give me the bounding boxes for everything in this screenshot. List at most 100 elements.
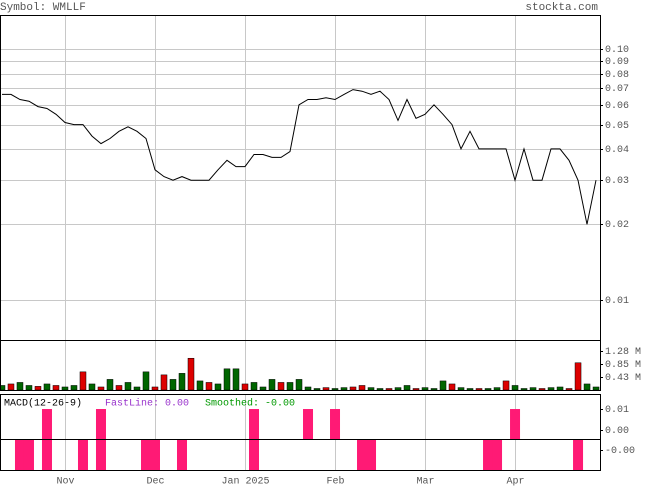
volume-bar: [367, 387, 375, 391]
macd-title: MACD(12-26-9): [4, 398, 82, 410]
grid-layer: [0, 15, 600, 470]
macd-bar: [492, 440, 503, 470]
macd-bar: [249, 409, 260, 440]
volume-bar: [97, 386, 105, 391]
volume-bar: [439, 380, 447, 391]
volume-bar: [259, 386, 267, 391]
macd-bar: [176, 440, 187, 470]
volume-bar: [376, 388, 384, 391]
volume-bar: [34, 386, 42, 391]
volume-bar: [322, 387, 330, 391]
histogram-panel: [0, 439, 601, 471]
macd-bar: [249, 440, 260, 470]
volume-bar: [70, 385, 78, 391]
macd-bar: [95, 409, 106, 440]
mark-layer: [0, 89, 600, 470]
macd-bar: [77, 440, 88, 470]
x-tick-label: Dec: [146, 477, 164, 486]
volume-bar: [430, 388, 438, 391]
y-tick-label: 0.05: [605, 121, 629, 132]
y-tick-label: 0.00: [605, 426, 629, 437]
symbol-title: Symbol: WMLLF: [0, 2, 86, 14]
volume-bar: [106, 379, 114, 391]
macd-bar: [41, 440, 52, 470]
macd-bar: [510, 409, 521, 440]
volume-bar: [349, 386, 357, 391]
y-tick-label: 0.08: [605, 70, 629, 81]
volume-bar: [250, 382, 258, 391]
macd-bar: [573, 440, 584, 470]
price-line: [2, 89, 597, 225]
y-tick-label: 1.28 M: [605, 347, 641, 358]
volume-bar: [160, 374, 168, 391]
y-tick-label: 0.03: [605, 176, 629, 187]
volume-bar: [583, 383, 591, 391]
macd-bar: [366, 440, 377, 470]
volume-bar: [502, 380, 510, 391]
volume-bar: [556, 386, 564, 391]
volume-bar: [565, 388, 573, 391]
volume-bar: [520, 388, 528, 391]
macd-bar: [357, 440, 368, 470]
volume-bar: [142, 371, 150, 391]
macd-bar: [14, 440, 25, 470]
volume-bar: [133, 386, 141, 391]
volume-bar: [214, 383, 222, 391]
volume-bar: [475, 388, 483, 391]
y-tick-label: 0.06: [605, 101, 629, 112]
volume-bar: [484, 388, 492, 391]
volume-bar: [331, 388, 339, 391]
y-tick-label: 0.85 M: [605, 360, 641, 371]
volume-bar: [529, 387, 537, 391]
smoothed-label: Smoothed: -0.00: [205, 398, 295, 410]
volume-bar: [223, 368, 231, 391]
macd-bar: [303, 409, 314, 440]
volume-bar: [268, 379, 276, 391]
volume-bar: [538, 388, 546, 391]
macd-bar: [140, 440, 151, 470]
macd-bar: [483, 440, 494, 470]
volume-bar: [88, 383, 96, 391]
fastline-label: FastLine: 0.00: [105, 398, 189, 410]
volume-bar: [340, 387, 348, 391]
volume-panel: [0, 340, 601, 391]
volume-bar: [25, 385, 33, 391]
y-tick-label: 0.09: [605, 57, 629, 68]
volume-bar: [196, 380, 204, 391]
y-tick-label: 0.01: [605, 296, 629, 307]
x-tick-label: Jan 2025: [221, 477, 269, 486]
volume-bar: [493, 387, 501, 391]
volume-bar: [232, 368, 240, 391]
frame-layer: [0, 15, 601, 471]
y-tick-label: 0.02: [605, 220, 629, 231]
volume-bar: [43, 383, 51, 391]
y-tick-label: 0.43 M: [605, 373, 641, 384]
volume-bar: [466, 388, 474, 391]
volume-bar: [286, 382, 294, 391]
volume-bar: [457, 387, 465, 391]
x-tick-label: Feb: [326, 476, 344, 486]
volume-bar: [79, 371, 87, 391]
volume-bar: [295, 379, 303, 391]
volume-bar: [403, 385, 411, 391]
x-tick-label: Apr: [506, 477, 524, 486]
y-tick-label: 0.07: [605, 84, 629, 95]
y-tick-label: 0.01: [605, 405, 629, 416]
volume-bar: [205, 382, 213, 391]
macd-bar: [23, 440, 34, 470]
macd-bar: [95, 440, 106, 470]
macd-bar: [330, 409, 341, 440]
volume-bar: [412, 388, 420, 391]
volume-bar: [151, 386, 159, 391]
volume-bar: [313, 388, 321, 391]
x-tick-label: Mar: [416, 477, 434, 486]
macd-bar: [149, 440, 160, 470]
volume-bar: [358, 385, 366, 391]
volume-bar: [241, 383, 249, 391]
volume-bar: [7, 383, 15, 391]
volume-bar: [574, 362, 582, 391]
macd-bar: [41, 409, 52, 440]
volume-bar: [169, 379, 177, 391]
